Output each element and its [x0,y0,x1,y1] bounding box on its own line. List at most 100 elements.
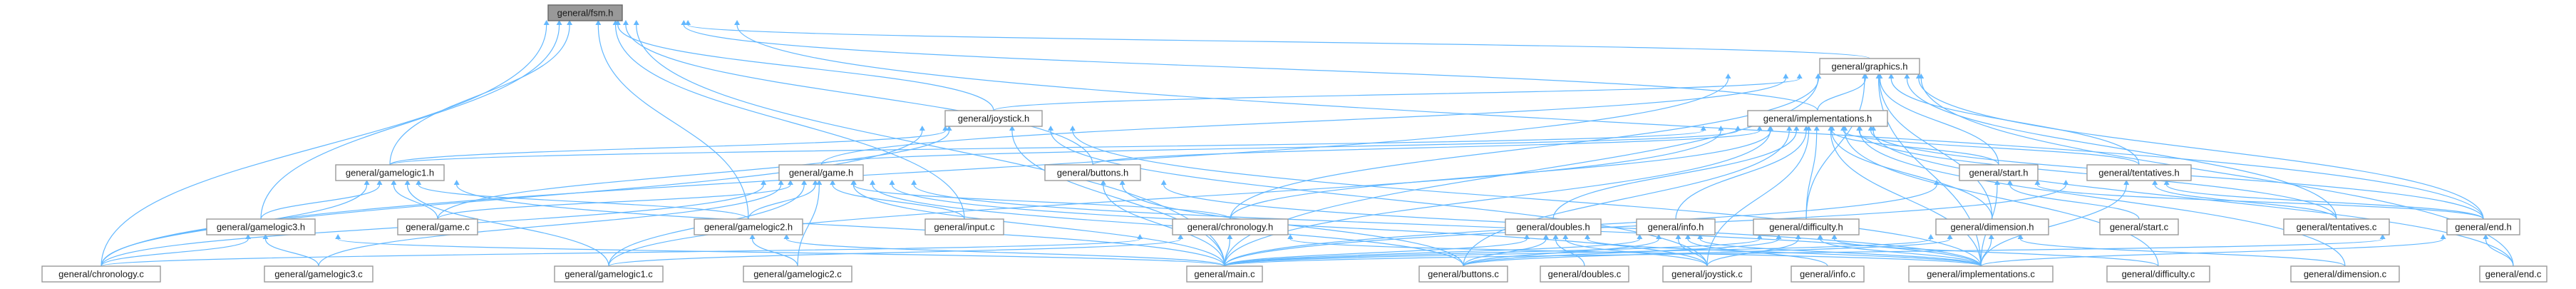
edge-arrowhead [1988,234,1994,239]
node-buttons-h[interactable]: general/buttons.h [1044,164,1141,181]
node-box [778,164,864,181]
edge-main_c-to-doubles_h [1224,238,1527,267]
edge-arrowhead [1831,234,1838,239]
node-tentatives-h[interactable]: general/tentatives.h [2086,164,2192,181]
edge-arrowhead [1685,234,1691,239]
edge-arrowhead [1697,234,1704,239]
node-implementations-h[interactable]: general/implementations.h [1747,110,1888,127]
edge-arrowhead [1793,126,1800,131]
edge-tentatives_h-to-implementations_h [1843,130,2140,166]
edge-end_c-to-implementations_h [1872,130,2514,267]
node-implementations-c[interactable]: general/implementations.c [1908,265,2054,283]
edge-arrowhead [787,180,793,185]
edge-chronology_h-to-game_h [853,184,1231,220]
node-gamelogic1-h[interactable]: general/gamelogic1.h [335,164,445,181]
node-info-h[interactable]: general/info.h [1636,218,1716,235]
node-label: general/chronology.c [58,269,144,280]
node-end-h[interactable]: general/end.h [2446,218,2520,235]
node-box [1662,265,1752,283]
edge-arrowhead [245,234,252,239]
edge-main_c-to-buttons_h [1103,184,1225,267]
edge-arrowhead [870,180,876,185]
node-difficulty-h[interactable]: general/difficulty.h [1753,218,1860,235]
edge-arrowhead [1756,234,1763,239]
edge-tentatives_c-to-tentatives_h [2154,184,2337,220]
edge-difficulty_c-to-difficulty_h [1833,238,2159,267]
node-input-c[interactable]: general/input.c [924,218,1004,235]
node-box [1636,218,1716,235]
edge-difficulty_h-to-implementations_h [1805,130,1818,220]
edge-arrowhead [1817,234,1823,239]
node-doubles-c[interactable]: general/doubles.c [1540,265,1629,283]
edge-arrowhead [1813,126,1820,131]
edge-arrowhead [364,180,370,185]
edge-arrowhead [1718,126,1724,131]
edge-arrowhead [1178,234,1184,239]
node-buttons-c[interactable]: general/buttons.c [1418,265,1508,283]
edge-arrowhead [543,20,550,25]
edge-arrowhead [1796,73,1803,78]
node-end-c[interactable]: general/end.c [2479,265,2547,283]
edge-info_h-to-implementations_h [1675,130,1807,220]
node-box [1908,265,2054,283]
node-tentatives-c[interactable]: general/tentatives.c [2283,218,2390,235]
edge-dimension_h-to-graphics_h [1879,78,1993,220]
edge-buttons_h-to-fsm_h [625,24,1093,166]
node-label: general/dimension.c [2304,269,2387,280]
node-box [264,265,373,283]
edge-arrowhead [1542,234,1549,239]
edge-arrowhead [453,180,460,185]
node-graphics-h[interactable]: general/graphics.h [1819,58,1920,75]
edge-arrowhead [1776,234,1782,239]
node-box [1172,218,1289,235]
node-game-h[interactable]: general/game.h [778,164,864,181]
node-label: general/info.c [1800,269,1856,280]
edge-end_h-to-graphics_h [1918,78,2484,220]
node-label: general/main.c [1194,269,1255,280]
node-doubles-h[interactable]: general/doubles.h [1505,218,1602,235]
edge-arrowhead [1904,73,1910,78]
edge-dimension_h-to-implementations_h [1831,130,1993,220]
node-dimension-h[interactable]: general/dimension.h [1935,218,2049,235]
edge-arrowhead [1888,73,1895,78]
node-label: general/buttons.c [1428,269,1499,280]
node-box [1959,164,2039,181]
edge-arrowhead [1828,126,1834,131]
edge-arrowhead [416,180,422,185]
node-chronology-c[interactable]: general/chronology.c [41,265,161,283]
node-gamelogic2-h[interactable]: general/gamelogic2.h [694,218,803,235]
edge-end_h-to-start_h [2036,184,2484,220]
node-start-h[interactable]: general/start.h [1959,164,2039,181]
node-start-c[interactable]: general/start.c [2099,218,2179,235]
edge-arrowhead [1725,73,1731,78]
edge-arrowhead [1994,180,2000,185]
node-gamelogic2-c[interactable]: general/gamelogic2.c [743,265,852,283]
edge-arrowhead [2163,180,2170,185]
node-label: general/doubles.h [1516,222,1590,233]
node-game-c[interactable]: general/game.c [397,218,478,235]
node-label: general/difficulty.c [2122,269,2195,280]
node-main-c[interactable]: general/main.c [1186,265,1263,283]
node-joystick-c[interactable]: general/joystick.c [1662,265,1752,283]
node-box [2283,218,2390,235]
node-label: general/start.h [1969,168,2028,178]
node-difficulty-c[interactable]: general/difficulty.c [2106,265,2210,283]
edge-main_c-to-game_h [852,184,1225,267]
edge-arrowhead [761,180,767,185]
node-gamelogic3-h[interactable]: general/gamelogic3.h [206,218,316,235]
edge-arrowhead [1656,234,1662,239]
node-box [547,4,623,21]
node-chronology-h[interactable]: general/chronology.h [1172,218,1289,235]
node-joystick-h[interactable]: general/joystick.h [944,110,1043,127]
edge-main_c-to-end_h [1224,238,2384,267]
node-fsm-h[interactable]: general/fsm.h [547,4,623,21]
node-info-c[interactable]: general/info.c [1791,265,1865,283]
edge-arrowhead [1934,180,1940,185]
node-gamelogic3-c[interactable]: general/gamelogic3.c [264,265,373,283]
edge-arrowhead [1637,234,1643,239]
node-gamelogic1-c[interactable]: general/gamelogic1.c [554,265,664,283]
edge-arrowhead [1927,234,1934,239]
edge-arrowhead [2483,234,2489,239]
node-dimension-c[interactable]: general/dimension.c [2290,265,2400,283]
